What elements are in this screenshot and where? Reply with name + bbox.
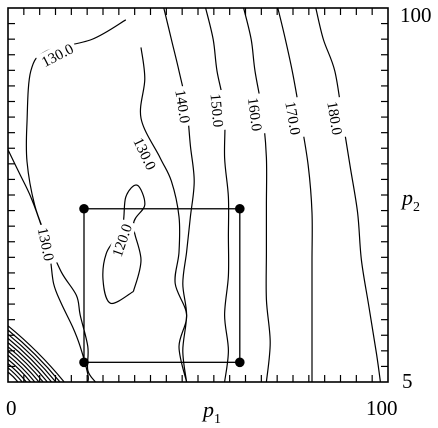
y-axis-label-subscript: 2 xyxy=(413,200,420,215)
contour-label-bg xyxy=(243,93,267,136)
contour-label-bg xyxy=(33,222,59,266)
contour-label-group: 180.0 xyxy=(322,97,347,140)
contour-label-160.0: 160.0 xyxy=(244,97,264,133)
vertex-point xyxy=(79,357,89,368)
contour-label-bg xyxy=(35,38,80,73)
corner-hatch xyxy=(7,325,65,383)
plot-frame xyxy=(7,7,389,383)
contour-label-bg xyxy=(106,218,138,263)
corner-contour-line xyxy=(7,350,40,383)
x-tick-label-max: 100 xyxy=(366,396,398,420)
contour-lines xyxy=(8,8,381,382)
contour-label-group: 130.0 xyxy=(33,222,59,266)
contour-label-bg xyxy=(322,97,347,140)
x-axis-label-main: p xyxy=(201,397,214,422)
y-axis-label-main: p xyxy=(400,185,413,210)
x-axis-label-subscript: 1 xyxy=(214,412,221,427)
contour-label-130.0: 130.0 xyxy=(34,226,57,262)
region-vertices xyxy=(79,203,245,368)
contour-label-bg xyxy=(206,89,228,132)
corner-contour-line xyxy=(7,337,53,383)
y-tick-label-max: 100 xyxy=(400,3,432,27)
corner-contour-line xyxy=(7,367,23,383)
contour-label-120.0: 120.0 xyxy=(110,222,136,259)
contour-label-170.0: 170.0 xyxy=(281,100,302,136)
corner-contour-line xyxy=(7,325,65,383)
contour-label-group: 170.0 xyxy=(280,96,306,140)
corner-contour-line xyxy=(7,342,48,383)
contour-label-150.0: 150.0 xyxy=(207,93,226,128)
contour-label-group: 150.0 xyxy=(206,89,228,132)
contour-label-140.0: 140.0 xyxy=(171,89,192,125)
corner-contour-line xyxy=(7,346,44,383)
contour-line-130.0 xyxy=(139,47,188,382)
contour-line-140.0 xyxy=(163,8,195,382)
vertex-point xyxy=(235,203,245,214)
contour-label-group: 160.0 xyxy=(243,93,267,136)
vertex-point xyxy=(79,203,89,214)
contour-line-150.0 xyxy=(205,8,230,382)
corner-contour-line xyxy=(7,354,36,383)
y-tick-label-min: 5 xyxy=(402,369,413,393)
constraint-rectangle xyxy=(83,208,241,363)
contour-label-bg xyxy=(170,85,195,128)
x-axis-label: p1 xyxy=(201,397,221,427)
contour-label-bg xyxy=(127,131,162,176)
x-tick-label-min: 0 xyxy=(6,396,17,420)
contour-line-180.0 xyxy=(315,8,381,382)
y-axis-label: p2 xyxy=(400,185,420,215)
contour-line-130.0 xyxy=(25,19,127,382)
corner-contour-line xyxy=(7,371,19,383)
contour-line-160.0 xyxy=(243,8,271,382)
contour-label-group: 140.0 xyxy=(170,85,195,128)
contour-label-bg xyxy=(280,96,306,140)
vertex-point xyxy=(235,357,245,368)
corner-contour-line xyxy=(7,358,32,383)
contour-label-180.0: 180.0 xyxy=(323,100,344,136)
contour-line-170.0 xyxy=(277,8,313,382)
corner-contour-line xyxy=(7,363,27,383)
contour-line-130.0 xyxy=(8,149,89,382)
contour-label-group: 130.0 xyxy=(127,131,162,176)
axis-ticks xyxy=(8,8,388,382)
constraint-region xyxy=(83,208,241,363)
contour-labels: 120.0 130.0 130.0 130.0 140.0 150.0 160.0 170.0… xyxy=(33,38,347,266)
contour-line-120.0 xyxy=(102,184,146,305)
contour-label-group: 120.0 xyxy=(106,218,138,263)
corner-contour-line xyxy=(7,329,61,383)
corner-contour-line xyxy=(7,333,57,383)
contour-label-group: 130.0 xyxy=(35,38,80,73)
